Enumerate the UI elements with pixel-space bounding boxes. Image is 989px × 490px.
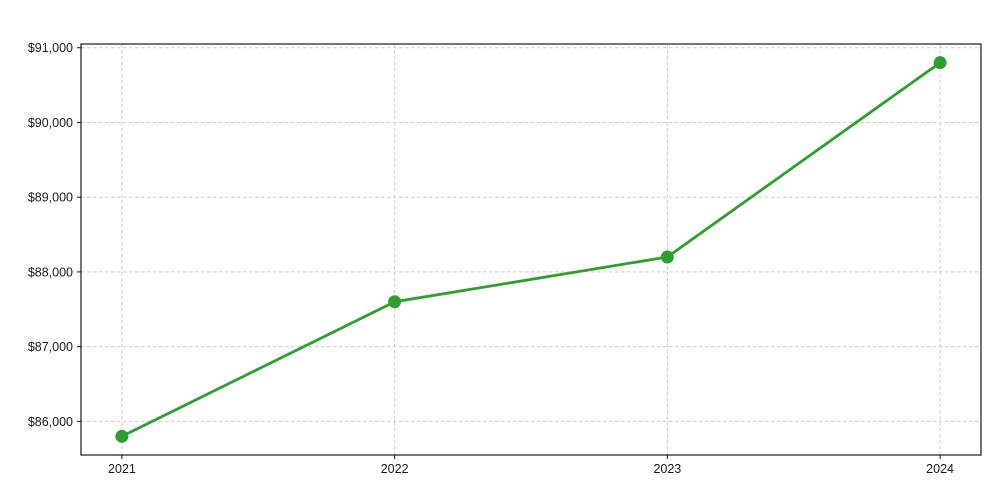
y-tick-label: $89,000 — [28, 191, 73, 205]
data-line — [120, 61, 942, 438]
data-point — [388, 295, 402, 309]
x-tick-label: 2023 — [653, 462, 681, 476]
y-tick-label: $88,000 — [28, 265, 73, 279]
data-point — [933, 56, 947, 70]
y-tick-label: $87,000 — [28, 340, 73, 354]
plot-background — [81, 44, 981, 455]
y-tick-label: $86,000 — [28, 415, 73, 429]
x-tick-label: 2021 — [108, 462, 136, 476]
plot-border — [80, 43, 982, 456]
data-point — [660, 250, 674, 264]
x-tick-label: 2022 — [381, 462, 409, 476]
y-tick-label: $91,000 — [28, 41, 73, 55]
y-tick-label: $90,000 — [28, 116, 73, 130]
x-tick-label: 2024 — [926, 462, 954, 476]
data-point — [115, 429, 129, 443]
